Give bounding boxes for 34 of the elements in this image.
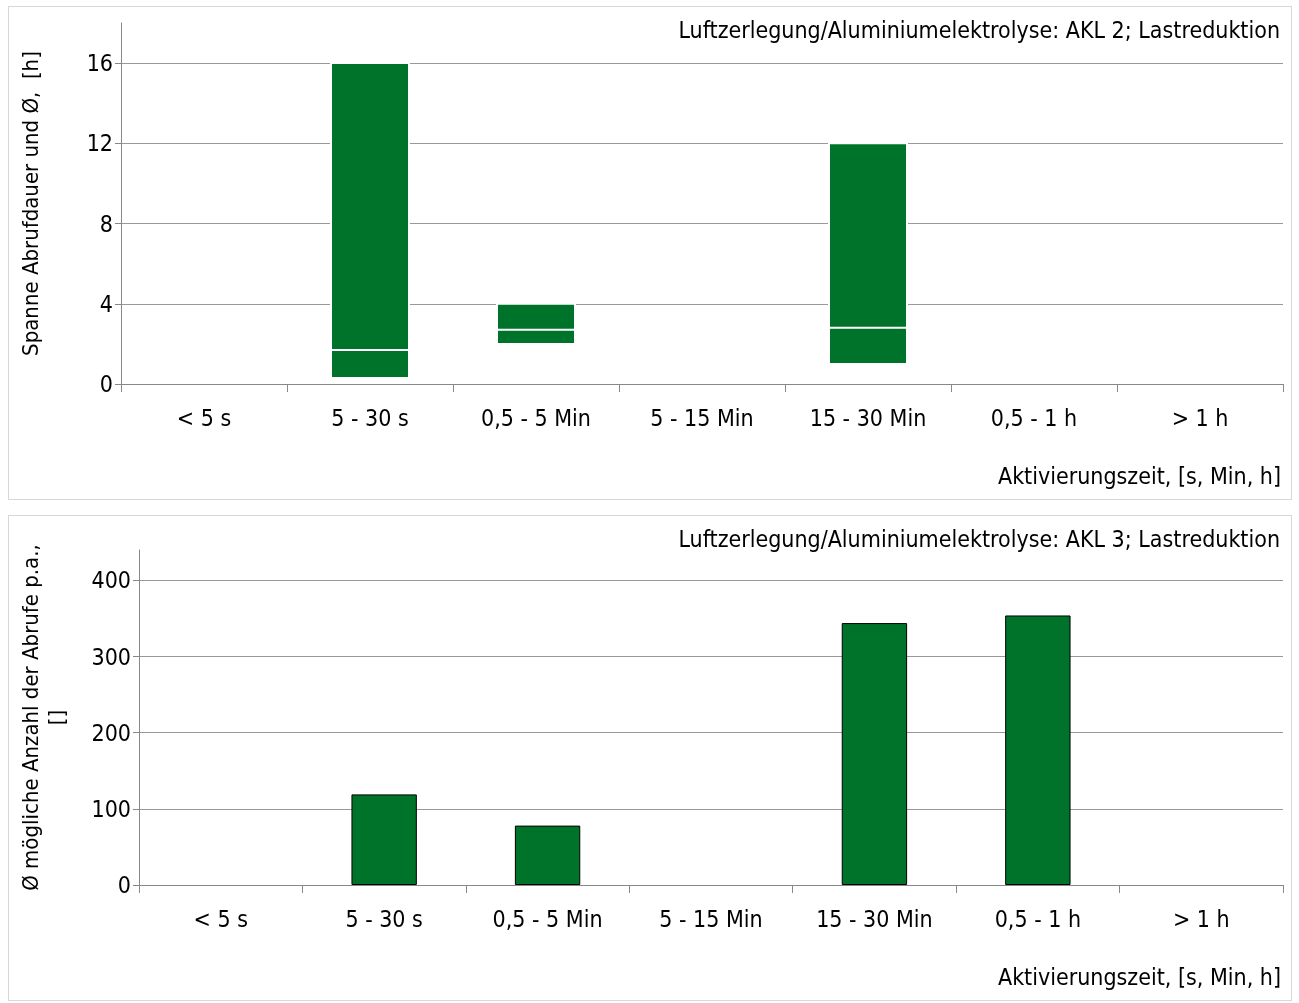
- x-tick-label: < 5 s: [193, 905, 248, 932]
- x-tick-label: 0,5 - 5 Min: [481, 404, 591, 431]
- x-tick-label: 5 - 30 s: [345, 905, 423, 932]
- y-tick-label: 200: [91, 719, 131, 746]
- x-axis-title: Aktivierungszeit, [s, Min, h]: [997, 963, 1282, 990]
- x-tick-label: < 5 s: [176, 404, 232, 431]
- x-tick-label: > 1 h: [1171, 404, 1229, 431]
- y-tick-label: 8: [99, 210, 113, 237]
- x-axis-title: Aktivierungszeit, [s, Min, h]: [997, 462, 1282, 489]
- x-tick-label: 15 - 30 Min: [809, 404, 927, 431]
- x-tick-label: 0,5 - 1 h: [990, 404, 1078, 431]
- x-tick-label: 5 - 15 Min: [650, 404, 754, 431]
- y-axis-title: Ø mögliche Anzahl der Abrufe p.a., []: [17, 544, 69, 891]
- chart-title: Luftzerlegung/Aluminiumelektrolyse: AKL 3; Lastreduktion: [678, 525, 1281, 552]
- y-axis-title: Spanne Abrufdauer und Ø, [h]: [17, 51, 43, 356]
- bar: [514, 825, 581, 885]
- y-tick-label: 300: [91, 643, 131, 670]
- x-tick-label: 5 - 30 s: [331, 404, 409, 431]
- x-tick-label: 0,5 - 1 h: [994, 905, 1082, 932]
- y-tick-label: 400: [91, 567, 131, 594]
- x-tick-label: 15 - 30 Min: [816, 905, 933, 932]
- x-tick-label: 5 - 15 Min: [659, 905, 763, 932]
- y-tick-label: 16: [86, 50, 113, 77]
- y-tick-label: 4: [99, 290, 113, 317]
- y-tick-label: 12: [86, 130, 113, 157]
- y-tick-label: 0: [99, 371, 113, 397]
- bar: [351, 794, 417, 885]
- x-tick-label: > 1 h: [1172, 905, 1230, 932]
- x-tick-label: 0,5 - 5 Min: [492, 905, 603, 932]
- chart-title: Luftzerlegung/Aluminiumelektrolyse: AKL 2; Lastreduktion: [678, 16, 1281, 43]
- bar: [841, 623, 908, 885]
- bar: [1005, 615, 1071, 885]
- y-tick-label: 100: [91, 795, 131, 822]
- y-tick-label: 0: [117, 872, 131, 898]
